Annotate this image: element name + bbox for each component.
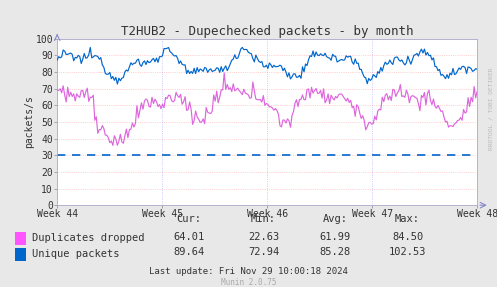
Text: Munin 2.0.75: Munin 2.0.75 (221, 278, 276, 287)
Text: 84.50: 84.50 (392, 232, 423, 242)
Y-axis label: packets/s: packets/s (24, 96, 34, 148)
Text: Unique packets: Unique packets (32, 249, 120, 259)
Title: T2HUB2 - Dupechecked packets - by month: T2HUB2 - Dupechecked packets - by month (121, 25, 414, 38)
Text: 72.94: 72.94 (248, 247, 279, 257)
Text: Cur:: Cur: (176, 214, 201, 224)
Text: 61.99: 61.99 (320, 232, 351, 242)
Text: Min:: Min: (251, 214, 276, 224)
Text: 64.01: 64.01 (173, 232, 204, 242)
Text: RRDTOOL / TOBI OETIKER: RRDTOOL / TOBI OETIKER (489, 68, 494, 150)
Text: 85.28: 85.28 (320, 247, 351, 257)
Text: Avg:: Avg: (323, 214, 348, 224)
Text: 22.63: 22.63 (248, 232, 279, 242)
Text: Duplicates dropped: Duplicates dropped (32, 233, 145, 243)
Text: Max:: Max: (395, 214, 420, 224)
Text: Last update: Fri Nov 29 10:00:18 2024: Last update: Fri Nov 29 10:00:18 2024 (149, 267, 348, 276)
Text: 102.53: 102.53 (389, 247, 426, 257)
Text: 89.64: 89.64 (173, 247, 204, 257)
